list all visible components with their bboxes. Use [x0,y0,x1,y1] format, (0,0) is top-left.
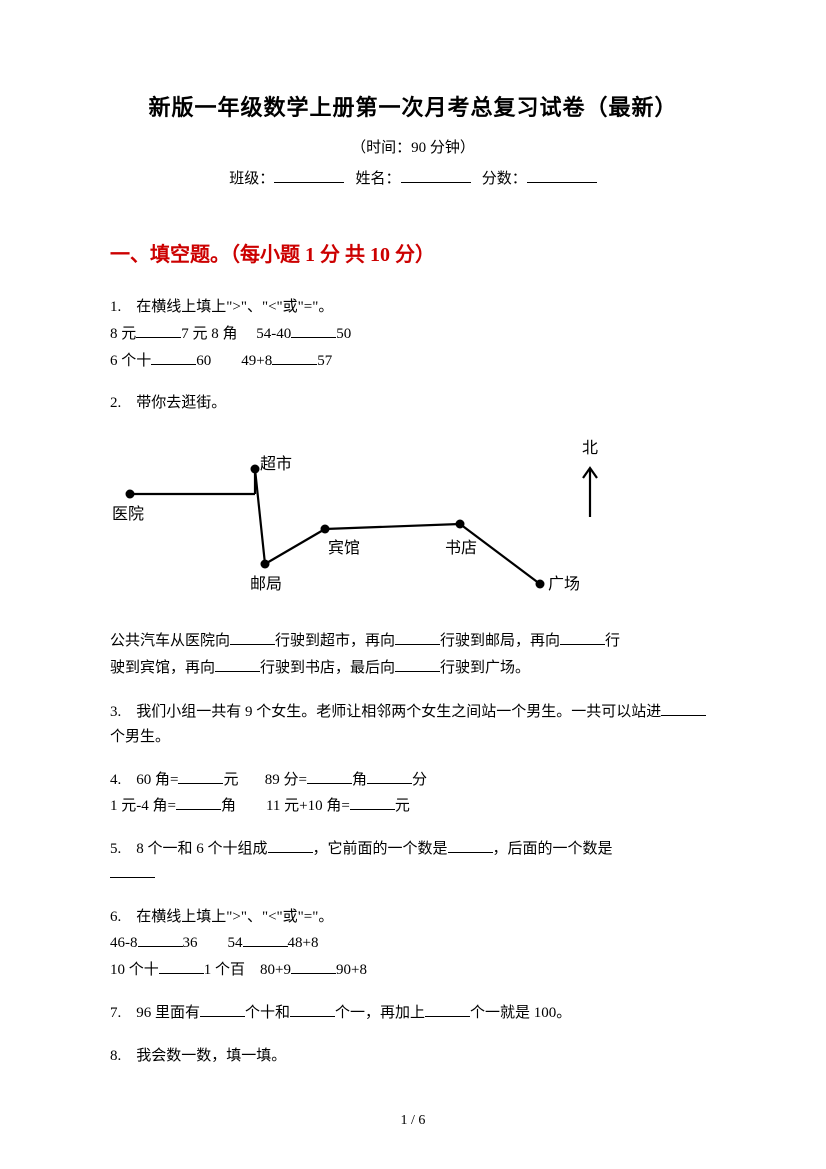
q2-blank[interactable] [395,631,440,645]
q6-blank[interactable] [159,960,204,974]
q6-l2a: 10 个十 [110,962,159,978]
q1-l1c: 54-40 [256,326,291,342]
q7-pre: 7. 96 里面有 [110,1005,200,1021]
q4-l1c: 89 分= [265,772,307,788]
q7-blank[interactable] [425,1003,470,1017]
q6-l1d: 48+8 [288,935,319,951]
q7-blank[interactable] [200,1003,245,1017]
q2-t2: 行驶到邮局，再向 [440,633,560,649]
q6-l1c: 54 [228,935,243,951]
score-label: 分数： [482,171,527,187]
section-1-header: 一、填空题。（每小题 1 分 共 10 分） [110,238,716,267]
q1-l2d: 57 [317,353,332,369]
q2-blank[interactable] [395,658,440,672]
diagram-node-label: 宾馆 [328,536,360,562]
q6-blank[interactable] [243,933,288,947]
q4-blank[interactable] [350,796,395,810]
q2-diagram: 北 医院 超市邮局 宾馆 书店广场 [110,424,630,614]
q4-blank[interactable] [178,770,223,784]
q4-l2a: 1 元-4 角= [110,798,176,814]
compass-label: 北 [580,436,600,462]
q3-blank[interactable] [661,702,706,716]
diagram-node-label: 邮局 [250,572,282,598]
diagram-node-label: 书店 [445,536,477,562]
q1-blank[interactable] [272,351,317,365]
diagram-node-label: 广场 [548,572,580,598]
question-5: 5. 8 个一和 6 个十组成 ，它前面的一个数是 ，后面的一个数是 [110,837,716,887]
question-1: 1. 在横线上填上">"、"<"或"="。 8 元 7 元 8 角 54-40 50… [110,295,716,373]
q4-l2d: 元 [395,798,410,814]
q7-post: 个一就是 100。 [470,1005,571,1021]
q1-prompt: 1. 在横线上填上">"、"<"或"="。 [110,295,716,320]
question-3: 3. 我们小组一共有 9 个女生。老师让相邻两个女生之间站一个男生。一共可以站进… [110,700,716,750]
q5-post: ，后面的一个数是 [493,841,613,857]
q1-blank[interactable] [151,351,196,365]
question-7: 7. 96 里面有 个十和 个一，再加上 个一就是 100。 [110,1001,716,1026]
q5-pre: 5. 8 个一和 6 个十组成 [110,841,268,857]
q2-blank[interactable] [215,658,260,672]
q5-blank[interactable] [448,839,493,853]
q1-l2c: 49+8 [241,353,272,369]
q5-blank[interactable] [268,839,313,853]
q1-blank[interactable] [291,324,336,338]
q4-l2b: 角 [221,798,236,814]
diagram-node-label: 超市 [260,452,292,478]
q2-t1: 行驶到超市，再向 [275,633,395,649]
q4-l2c: 11 元+10 角= [266,798,350,814]
question-4: 4. 60 角= 元 89 分= 角 分 1 元-4 角= 角 11 元+10 角= 元 [110,768,716,820]
class-blank[interactable] [274,167,344,183]
q3-pre: 3. 我们小组一共有 9 个女生。老师让相邻两个女生之间站一个男生。一共可以站进 [110,704,661,720]
question-2: 2. 带你去逛街。 北 医院 超市邮局 宾馆 书店广场 公共汽车从医院向 行驶到超市，再… [110,391,716,682]
q6-prompt: 6. 在横线上填上">"、"<"或"="。 [110,905,716,930]
q1-l1d: 50 [336,326,351,342]
diagram-node-label: 医院 [112,502,144,528]
q1-l2b: 60 [196,353,211,369]
class-label: 班级： [229,171,274,187]
q2-text: 公共汽车从医院向 [110,633,230,649]
north-arrow-icon [580,462,600,522]
q2-t3-tail: 行 [605,633,620,649]
info-line: 班级： 姓名： 分数： [110,167,716,188]
q6-blank[interactable] [291,960,336,974]
q4-l1b: 元 [223,772,238,788]
q8-text: 8. 我会数一数，填一填。 [110,1048,286,1064]
subtitle: （时间：90 分钟） [110,136,716,157]
q2-blank[interactable] [560,631,605,645]
q6-l1b: 36 [183,935,198,951]
q6-blank[interactable] [138,933,183,947]
q7-m2: 个一，再加上 [335,1005,425,1021]
q2-t4: 行驶到书店，最后向 [260,660,395,676]
question-6: 6. 在横线上填上">"、"<"或"="。 46-8 36 54 48+8 10 个… [110,905,716,983]
q2-t5: 行驶到广场。 [440,660,530,676]
q7-blank[interactable] [290,1003,335,1017]
q7-m1: 个十和 [245,1005,290,1021]
q1-l1b: 7 元 8 角 [181,326,237,342]
q1-l1a: 8 元 [110,326,136,342]
question-8: 8. 我会数一数，填一填。 [110,1044,716,1069]
page-number: 1 / 6 [0,1113,826,1129]
q2-prompt: 2. 带你去逛街。 [110,391,716,416]
q6-l2d: 90+8 [336,962,367,978]
q4-l1d: 角 [352,772,367,788]
q6-l2c: 80+9 [260,962,291,978]
q5-mid: ，它前面的一个数是 [313,841,448,857]
q2-blank[interactable] [230,631,275,645]
name-label: 姓名： [355,171,400,187]
q4-blank[interactable] [307,770,352,784]
q1-blank[interactable] [136,324,181,338]
name-blank[interactable] [401,167,471,183]
q4-blank[interactable] [176,796,221,810]
q2-t3: 驶到宾馆，再向 [110,660,215,676]
q5-blank[interactable] [110,864,155,878]
q6-l2b: 1 个百 [204,962,245,978]
q4-blank[interactable] [367,770,412,784]
q6-l1a: 46-8 [110,935,138,951]
q3-post: 个男生。 [110,729,170,745]
page-title: 新版一年级数学上册第一次月考总复习试卷（最新） [110,90,716,122]
score-blank[interactable] [527,167,597,183]
q1-l2a: 6 个十 [110,353,151,369]
q4-l1e: 分 [412,772,427,788]
q4-l1a: 4. 60 角= [110,772,178,788]
